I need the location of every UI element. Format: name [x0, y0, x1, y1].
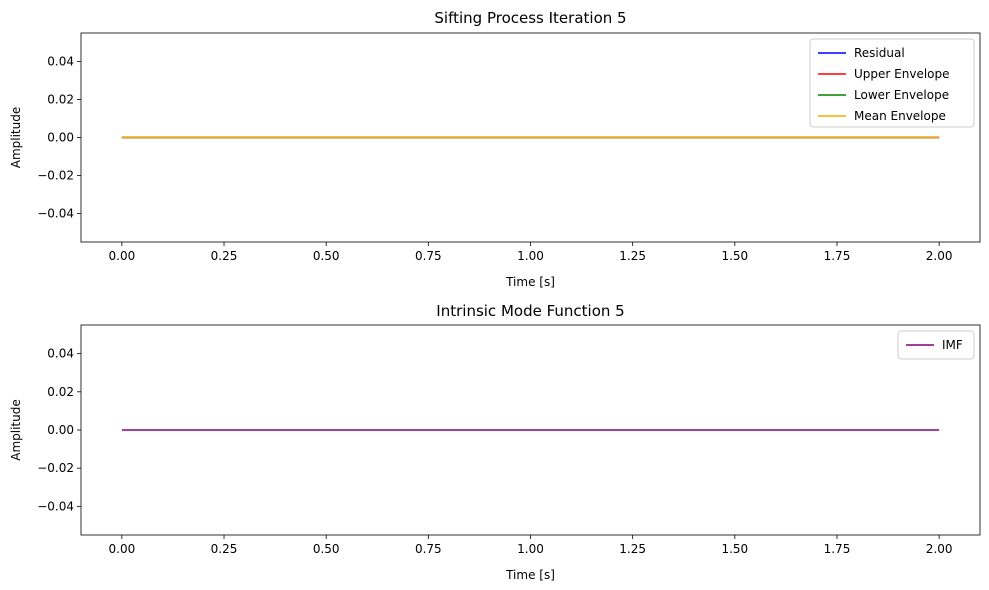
x-tick-label: 2.00	[926, 542, 953, 556]
x-tick-label: 0.25	[211, 542, 238, 556]
legend: IMF	[897, 330, 975, 360]
axes-frame	[80, 324, 981, 536]
x-tick-label: 0.75	[415, 542, 442, 556]
x-tick-label: 0.75	[415, 249, 442, 263]
axes-frame	[80, 32, 981, 243]
x-tick-label: 1.50	[721, 249, 748, 263]
x-tick-label: 2.00	[926, 249, 953, 263]
x-tick-label: 1.25	[619, 542, 646, 556]
x-tick-label: 1.50	[721, 542, 748, 556]
legend-label: Upper Envelope	[854, 67, 950, 81]
chart-title: Intrinsic Mode Function 5	[436, 302, 624, 320]
x-tick-label: 1.75	[824, 249, 851, 263]
x-tick-label: 1.25	[619, 249, 646, 263]
legend-label: Lower Envelope	[854, 88, 949, 102]
chart-panel-2: Intrinsic Mode Function 5 Time [s] Amplitu…	[9, 302, 981, 582]
legend-label: Residual	[854, 46, 905, 60]
y-tick-label: −0.02	[37, 461, 74, 475]
x-tick-label: 1.00	[517, 249, 544, 263]
y-tick-label: −0.04	[37, 207, 74, 221]
x-tick-label: 0.25	[211, 249, 238, 263]
x-tick-label: 1.75	[824, 542, 851, 556]
legend-label: Mean Envelope	[854, 109, 946, 123]
legend-box	[809, 38, 975, 128]
x-axis-label: Time [s]	[505, 568, 555, 582]
legend: Residual Upper Envelope Lower Envelope Mean…	[809, 38, 975, 128]
x-tick-label: 0.00	[109, 542, 136, 556]
y-tick-label: 0.04	[47, 347, 74, 361]
y-tick-label: 0.04	[47, 55, 74, 69]
y-tick-label: 0.02	[47, 93, 74, 107]
legend-label: IMF	[942, 338, 963, 352]
y-tick-label: 0.00	[47, 131, 74, 145]
legend-box	[897, 330, 975, 360]
x-tick-label: 0.00	[109, 249, 136, 263]
chart-panel-1: Sifting Process Iteration 5 Time [s] Ampli…	[9, 9, 981, 289]
x-tick-label: 1.00	[517, 542, 544, 556]
y-tick-label: 0.00	[47, 423, 74, 437]
y-tick-label: −0.04	[37, 499, 74, 513]
x-tick-label: 0.50	[313, 542, 340, 556]
chart-title: Sifting Process Iteration 5	[434, 9, 626, 27]
y-axis-label: Amplitude	[9, 399, 23, 461]
x-tick-label: 0.50	[313, 249, 340, 263]
y-axis-label: Amplitude	[9, 107, 23, 169]
y-tick-label: 0.02	[47, 385, 74, 399]
x-axis-label: Time [s]	[505, 275, 555, 289]
y-tick-label: −0.02	[37, 169, 74, 183]
